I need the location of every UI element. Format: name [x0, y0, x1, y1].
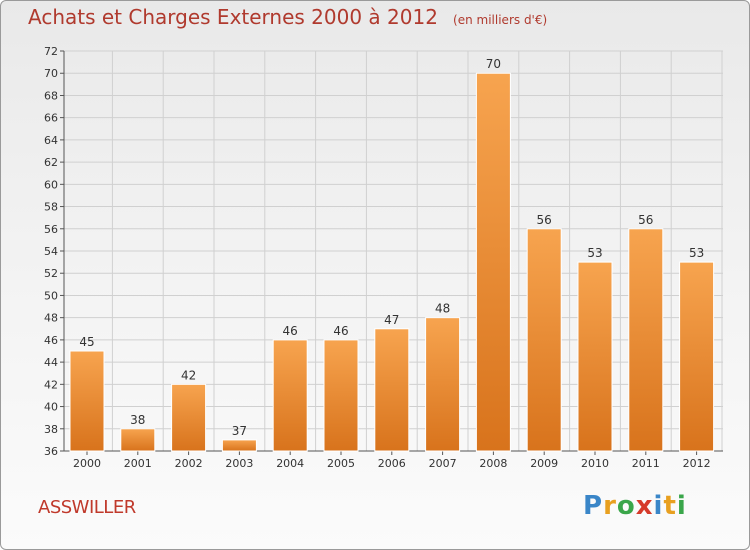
- logo-letter: x: [635, 491, 654, 521]
- bar-value-label: 46: [333, 324, 348, 338]
- x-tick-label: 2004: [276, 457, 304, 470]
- bar[interactable]: [272, 339, 308, 452]
- bar-value-label: 56: [638, 213, 653, 227]
- y-tick-label: 38: [44, 423, 58, 436]
- y-tick-label: 40: [44, 401, 58, 414]
- y-tick-label: 42: [44, 378, 58, 391]
- x-tick-label: 2011: [632, 457, 660, 470]
- bar-value-label: 53: [587, 246, 602, 260]
- bar-value-label: 46: [283, 324, 298, 338]
- x-tick-label: 2012: [683, 457, 711, 470]
- chart-unit-note: (en milliers d'€): [453, 13, 548, 27]
- proxiti-logo[interactable]: Proxiti: [583, 491, 687, 521]
- bar-value-label: 37: [232, 424, 247, 438]
- y-tick-label: 50: [44, 289, 58, 302]
- y-tick-label: 56: [44, 223, 58, 236]
- y-tick-label: 72: [44, 45, 58, 58]
- bar[interactable]: [628, 228, 664, 452]
- y-tick-label: 68: [44, 89, 58, 102]
- y-tick-label: 58: [44, 201, 58, 214]
- bar[interactable]: [679, 261, 715, 452]
- bar[interactable]: [221, 439, 257, 452]
- y-tick-label: 64: [44, 134, 58, 147]
- y-tick-label: 66: [44, 112, 58, 125]
- bar[interactable]: [425, 317, 461, 452]
- logo-letter: t: [663, 491, 677, 521]
- bar[interactable]: [323, 339, 359, 452]
- x-tick-label: 2001: [124, 457, 152, 470]
- logo-letter: i: [653, 491, 664, 521]
- bar-value-label: 48: [435, 302, 450, 316]
- logo-letter: r: [603, 491, 617, 521]
- logo-letter: i: [676, 491, 687, 521]
- x-tick-label: 2006: [378, 457, 406, 470]
- y-tick-label: 60: [44, 178, 58, 191]
- x-tick-label: 2003: [225, 457, 253, 470]
- x-tick-label: 2007: [429, 457, 457, 470]
- x-tick-label: 2005: [327, 457, 355, 470]
- x-tick-label: 2002: [175, 457, 203, 470]
- x-tick-label: 2010: [581, 457, 609, 470]
- bar[interactable]: [475, 72, 511, 452]
- bars: [69, 72, 715, 452]
- bar[interactable]: [374, 328, 410, 452]
- bar-value-label: 45: [79, 335, 94, 349]
- y-tick-label: 62: [44, 156, 58, 169]
- logo-letter: o: [616, 491, 636, 521]
- x-tick-label: 2009: [530, 457, 558, 470]
- bar[interactable]: [120, 428, 156, 452]
- bar[interactable]: [171, 383, 207, 452]
- chart-title-block: Achats et Charges Externes 2000 à 2012 (…: [28, 5, 547, 29]
- y-tick-label: 36: [44, 445, 58, 458]
- y-tick-label: 52: [44, 267, 58, 280]
- y-tick-label: 48: [44, 312, 58, 325]
- y-tick-label: 44: [44, 356, 58, 369]
- logo-letter: P: [583, 491, 604, 521]
- commune-name: ASSWILLER: [38, 497, 136, 518]
- bar-value-label: 42: [181, 368, 196, 382]
- bar[interactable]: [526, 228, 562, 452]
- bar[interactable]: [69, 350, 105, 452]
- bar[interactable]: [577, 261, 613, 452]
- chart-title: Achats et Charges Externes 2000 à 2012: [28, 5, 438, 29]
- bar-value-label: 56: [537, 213, 552, 227]
- bar-value-label: 70: [486, 57, 501, 71]
- y-tick-label: 46: [44, 334, 58, 347]
- bar-value-label: 53: [689, 246, 704, 260]
- y-tick-label: 54: [44, 245, 58, 258]
- bar-value-label: 47: [384, 313, 399, 327]
- x-tick-label: 2008: [479, 457, 507, 470]
- y-tick-label: 70: [44, 67, 58, 80]
- x-tick-label: 2000: [73, 457, 101, 470]
- data-labels: 45 38 42 37 46 46 47 48 70 56 53 56 53: [79, 57, 704, 438]
- bar-value-label: 38: [130, 413, 145, 427]
